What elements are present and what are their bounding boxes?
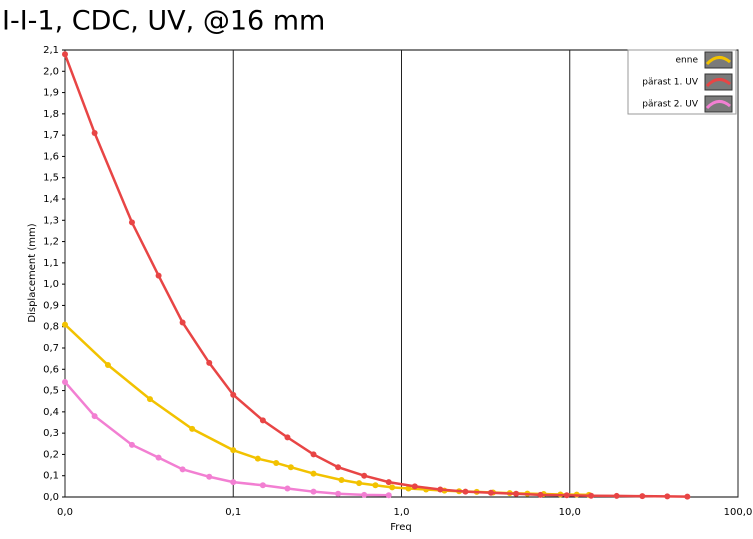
y-tick-label: 1,1 <box>43 258 59 269</box>
data-point <box>259 417 266 424</box>
y-tick-label: 2,0 <box>43 66 59 77</box>
data-point <box>437 486 444 493</box>
y-axis-label: Displacement (mm) <box>27 223 38 322</box>
data-point <box>179 466 186 473</box>
y-tick-label: 0,0 <box>43 492 59 503</box>
data-point <box>206 359 213 366</box>
legend-swatch <box>704 51 733 69</box>
data-point <box>259 482 266 489</box>
data-point <box>361 472 368 479</box>
data-point <box>338 476 345 483</box>
y-tick-label: 0,4 <box>43 407 59 418</box>
y-tick-label: 1,7 <box>43 130 59 141</box>
data-point <box>284 434 291 441</box>
data-point <box>372 482 379 489</box>
data-point <box>385 492 392 499</box>
y-tick-label: 0,5 <box>43 386 59 397</box>
chart-title: I-I-1, CDC, UV, @16 mm <box>2 6 325 37</box>
data-point <box>155 454 162 461</box>
data-point <box>104 362 111 369</box>
x-tick-label: 0,1 <box>225 507 241 518</box>
data-point <box>361 491 368 498</box>
y-tick-label: 1,4 <box>43 194 59 205</box>
data-point <box>462 488 469 495</box>
y-tick-label: 0,1 <box>43 471 59 482</box>
data-point <box>405 485 412 492</box>
data-point <box>310 451 317 458</box>
data-point <box>287 464 294 471</box>
data-point <box>62 321 68 328</box>
data-point <box>411 483 418 490</box>
data-point <box>91 413 98 420</box>
data-point <box>179 319 186 326</box>
y-tick-label: 1,3 <box>43 215 59 226</box>
y-tick-label: 1,0 <box>43 279 59 290</box>
y-tick-label: 0,9 <box>43 300 59 311</box>
legend-swatch-line <box>705 56 731 66</box>
data-point <box>487 489 494 496</box>
data-point <box>684 493 691 500</box>
data-point <box>62 379 68 386</box>
data-point <box>230 479 237 486</box>
data-point <box>389 484 396 491</box>
data-point <box>356 480 363 487</box>
data-point <box>639 493 646 500</box>
x-tick-label: 100,0 <box>724 507 753 518</box>
data-point <box>189 425 196 432</box>
data-point <box>513 490 520 497</box>
data-point <box>664 493 671 500</box>
legend-swatch <box>704 95 733 113</box>
y-tick-label: 1,5 <box>43 173 59 184</box>
y-tick-label: 0,3 <box>43 428 59 439</box>
y-tick-label: 0,6 <box>43 364 59 375</box>
data-point <box>310 488 317 495</box>
y-tick-label: 0,8 <box>43 322 59 333</box>
data-point <box>335 464 342 471</box>
y-tick-label: 0,7 <box>43 343 59 354</box>
legend-swatch-line <box>705 100 731 110</box>
y-tick-label: 1,2 <box>43 237 59 248</box>
data-point <box>230 391 237 398</box>
data-point <box>206 473 213 480</box>
data-point <box>310 470 317 477</box>
data-point <box>563 492 570 499</box>
data-point <box>155 272 162 279</box>
legend-swatch-line <box>705 78 731 88</box>
data-point <box>128 219 135 226</box>
data-point <box>385 479 392 486</box>
data-point <box>537 491 544 498</box>
x-axis-label: Freq <box>390 522 411 533</box>
data-point <box>284 485 291 492</box>
data-point <box>62 51 68 58</box>
legend-label: enne <box>676 56 699 66</box>
data-point <box>588 492 595 499</box>
y-tick-label: 2,1 <box>43 45 59 56</box>
legend-label: pärast 1. UV <box>642 78 699 88</box>
y-tick-label: 0,2 <box>43 449 59 460</box>
x-tick-label: 0,0 <box>57 507 73 518</box>
x-tick-label: 10,0 <box>559 507 581 518</box>
y-tick-label: 1,8 <box>43 109 59 120</box>
data-point <box>273 459 280 466</box>
data-point <box>91 130 98 137</box>
legend-label: pärast 2. UV <box>642 100 699 110</box>
data-point <box>128 441 135 448</box>
x-tick-label: 1,0 <box>394 507 410 518</box>
data-point <box>254 455 261 462</box>
data-point <box>613 492 620 499</box>
y-tick-label: 1,9 <box>43 88 59 99</box>
data-point <box>230 447 237 454</box>
data-point <box>335 490 342 497</box>
y-tick-label: 1,6 <box>43 151 59 162</box>
data-point <box>146 396 153 403</box>
legend-swatch <box>704 73 733 91</box>
